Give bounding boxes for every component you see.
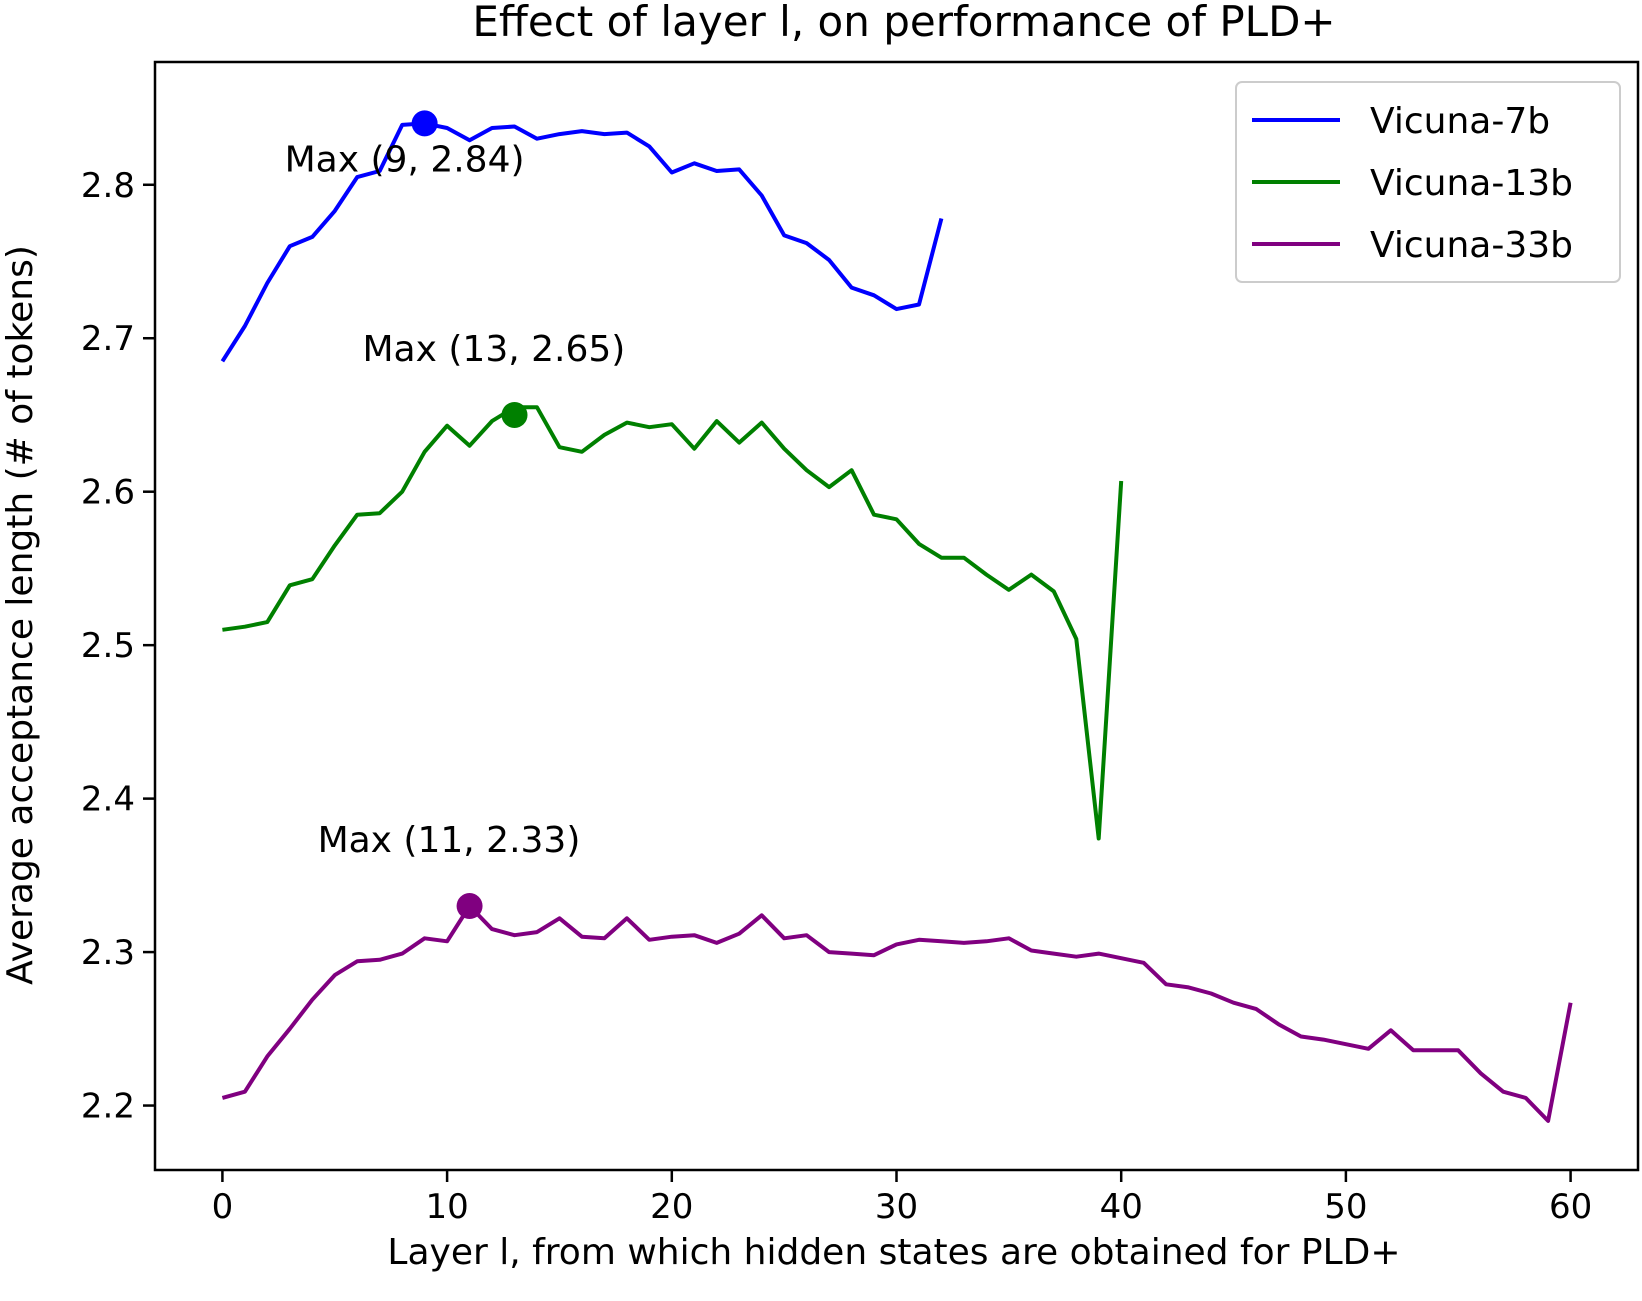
x-tick-label-1: 10 bbox=[425, 1187, 468, 1227]
max-marker-0 bbox=[411, 110, 438, 137]
chart-title: Effect of layer l, on performance of PLD… bbox=[472, 0, 1335, 46]
legend: Vicuna-7b Vicuna-13b Vicuna-33b bbox=[1235, 81, 1621, 283]
max-annotation-0: Max (9, 2.84) bbox=[285, 139, 525, 180]
y-axis-label: Average acceptance length (# of tokens) bbox=[0, 245, 41, 985]
max-annotation-2: Max (11, 2.33) bbox=[318, 820, 581, 861]
x-tick-label-6: 60 bbox=[1549, 1187, 1592, 1227]
max-marker-2 bbox=[456, 893, 483, 920]
x-tick-label-4: 40 bbox=[1100, 1187, 1143, 1227]
x-tick-label-3: 30 bbox=[875, 1187, 918, 1227]
y-tick-label-5: 2.7 bbox=[81, 319, 135, 359]
max-marker-1 bbox=[501, 401, 528, 428]
x-tick-label-0: 0 bbox=[212, 1187, 234, 1227]
series-line-2 bbox=[221, 904, 1573, 1123]
legend-box bbox=[1235, 81, 1621, 283]
legend-label-1: Vicuna-13b bbox=[1370, 163, 1573, 204]
y-tick-label-6: 2.8 bbox=[81, 166, 135, 206]
x-tick-label-5: 50 bbox=[1324, 1187, 1367, 1227]
plot-area: Max (9, 2.84) Max (13, 2.65) Max (11, 2.33… bbox=[81, 60, 1640, 1227]
max-annotation-1: Max (13, 2.65) bbox=[363, 329, 626, 370]
series-line-1 bbox=[222, 405, 1124, 841]
x-tick-label-2: 20 bbox=[650, 1187, 693, 1227]
y-tick-label-0: 2.2 bbox=[81, 1087, 135, 1127]
legend-label-2: Vicuna-33b bbox=[1370, 225, 1573, 266]
legend-label-0: Vicuna-7b bbox=[1370, 101, 1550, 142]
y-tick-label-1: 2.3 bbox=[81, 933, 135, 973]
x-axis-label: Layer l, from which hidden states are ob… bbox=[387, 1232, 1400, 1273]
y-tick-label-3: 2.5 bbox=[81, 626, 135, 666]
y-tick-label-4: 2.6 bbox=[81, 473, 135, 513]
series-line-0 bbox=[220, 121, 944, 363]
y-tick-label-2: 2.4 bbox=[81, 780, 135, 820]
